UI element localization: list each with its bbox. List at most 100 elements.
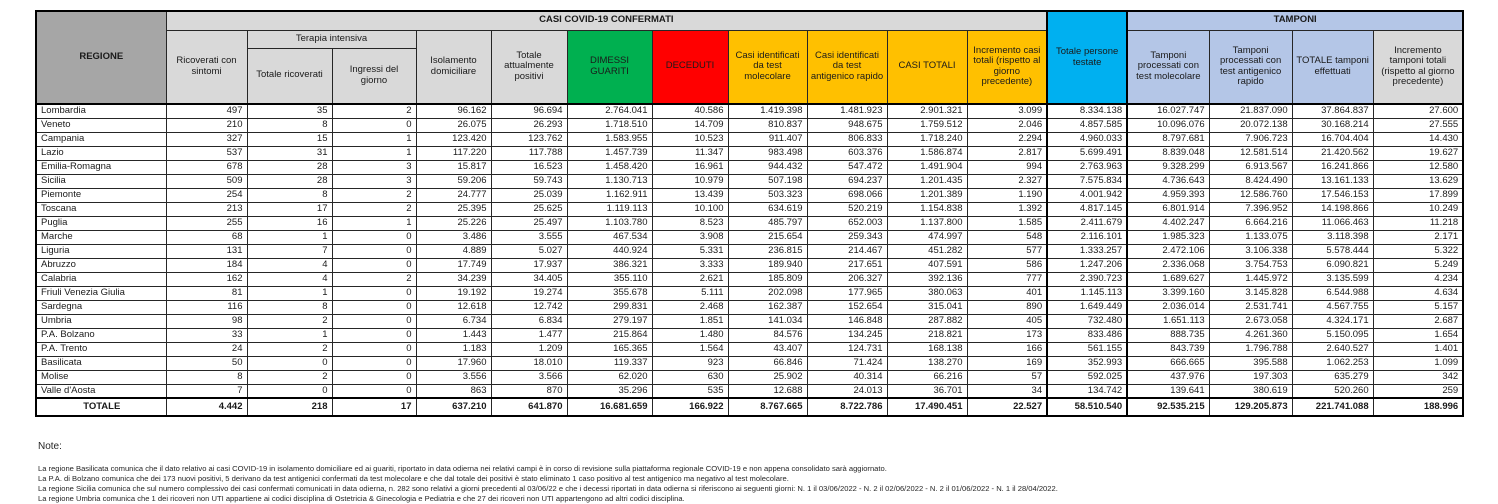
region-name: Lazio xyxy=(35,145,167,161)
total-value-cell: 221.741.088 xyxy=(1291,397,1374,418)
value-cell: 806.833 xyxy=(806,131,888,147)
value-cell: 117.220 xyxy=(415,145,492,161)
header-ingressi: Ingressi del giorno xyxy=(331,47,417,105)
value-cell: 2.294 xyxy=(966,131,1048,147)
value-cell: 2.640.527 xyxy=(1291,341,1374,357)
value-cell: 16.241.866 xyxy=(1291,159,1374,175)
region-name: P.A. Bolzano xyxy=(35,327,167,343)
region-name: Emilia-Romagna xyxy=(35,159,167,175)
table-row: Sicilia 509 28 3 59.206 59.743 1.130.713 10.979… xyxy=(35,173,1464,189)
value-cell: 1.491.904 xyxy=(886,159,968,175)
value-cell: 401 xyxy=(966,285,1048,301)
value-cell: 189.940 xyxy=(727,257,808,273)
header-totale-ricoverati: Totale ricoverati xyxy=(246,47,333,105)
value-cell: 888.735 xyxy=(1126,327,1210,343)
total-value-cell: 8.722.786 xyxy=(806,397,888,418)
value-cell: 1.649.449 xyxy=(1046,299,1129,315)
value-cell: 911.407 xyxy=(727,131,808,147)
value-cell: 994 xyxy=(966,159,1048,175)
value-cell: 8.839.048 xyxy=(1126,145,1210,161)
value-cell: 863 xyxy=(415,383,492,399)
header-tamponi-banner: TAMPONI xyxy=(1126,10,1464,31)
value-cell: 210 xyxy=(165,117,248,133)
value-cell: 43.407 xyxy=(727,341,808,357)
value-cell: 6.664.216 xyxy=(1208,215,1293,231)
value-cell: 13.439 xyxy=(651,187,729,203)
note-line: La regione Sicilia comunica che sul nume… xyxy=(38,484,1058,493)
value-cell: 1.145.113 xyxy=(1046,285,1129,301)
value-cell: 6.734 xyxy=(415,313,492,329)
header-ricoverati: Ricoverati con sintomi xyxy=(165,29,248,105)
value-cell: 1.099 xyxy=(1372,355,1464,371)
value-cell: 6.801.914 xyxy=(1126,201,1210,217)
value-cell: 10.100 xyxy=(651,201,729,217)
value-cell: 561.155 xyxy=(1046,341,1129,357)
table-header: REGIONE CASI COVID-19 CONFERMATI Totale … xyxy=(35,10,1464,105)
value-cell: 6.834 xyxy=(490,313,568,329)
value-cell: 870 xyxy=(490,383,568,399)
value-cell: 279.197 xyxy=(566,313,653,329)
value-cell: 5.157 xyxy=(1372,299,1464,315)
value-cell: 3.118.398 xyxy=(1291,229,1374,245)
value-cell: 17 xyxy=(246,201,333,217)
region-name: Piemonte xyxy=(35,187,167,203)
value-cell: 4 xyxy=(246,271,333,287)
value-cell: 386.321 xyxy=(566,257,653,273)
value-cell: 1 xyxy=(331,215,417,231)
value-cell: 166 xyxy=(966,341,1048,357)
value-cell: 1.585 xyxy=(966,215,1048,231)
value-cell: 474.997 xyxy=(886,229,968,245)
value-cell: 25.395 xyxy=(415,201,492,217)
value-cell: 4.889 xyxy=(415,243,492,259)
value-cell: 3.566 xyxy=(490,369,568,385)
value-cell: 520.260 xyxy=(1291,383,1374,399)
value-cell: 217.651 xyxy=(806,257,888,273)
value-cell: 1.718.240 xyxy=(886,131,968,147)
value-cell: 5.111 xyxy=(651,285,729,301)
value-cell: 327 xyxy=(165,131,248,147)
value-cell: 206.327 xyxy=(806,271,888,287)
value-cell: 16.523 xyxy=(490,159,568,175)
region-name: Sicilia xyxy=(35,173,167,189)
value-cell: 13.629 xyxy=(1372,173,1464,189)
value-cell: 4.959.393 xyxy=(1126,187,1210,203)
header-tamponi-molecolare: Tamponi processati con test molecolare xyxy=(1126,29,1210,105)
value-cell: 2.472.106 xyxy=(1126,243,1210,259)
value-cell: 577 xyxy=(966,243,1048,259)
notes-title: Note: xyxy=(38,441,62,452)
value-cell: 11.066.463 xyxy=(1291,215,1374,231)
region-name: Puglia xyxy=(35,215,167,231)
value-cell: 8 xyxy=(246,187,333,203)
table-row: Sardegna 116 8 0 12.618 12.742 299.831 2.468 162… xyxy=(35,299,1464,315)
value-cell: 197.303 xyxy=(1208,369,1293,385)
value-cell: 24 xyxy=(165,341,248,357)
value-cell: 168.138 xyxy=(886,341,968,357)
value-cell: 37.864.837 xyxy=(1291,103,1374,119)
value-cell: 1.247.206 xyxy=(1046,257,1129,273)
value-cell: 2.336.068 xyxy=(1126,257,1210,273)
value-cell: 287.882 xyxy=(886,313,968,329)
value-cell: 214.467 xyxy=(806,243,888,259)
value-cell: 0 xyxy=(331,229,417,245)
table-row: Umbria 98 2 0 6.734 6.834 279.197 1.851 141.034 1… xyxy=(35,313,1464,329)
value-cell: 698.066 xyxy=(806,187,888,203)
value-cell: 1.481.923 xyxy=(806,103,888,119)
value-cell: 694.237 xyxy=(806,173,888,189)
value-cell: 2 xyxy=(246,313,333,329)
value-cell: 81 xyxy=(165,285,248,301)
table-row: Emilia-Romagna 678 28 3 15.817 16.523 1.458.42… xyxy=(35,159,1464,175)
value-cell: 28 xyxy=(246,173,333,189)
total-value-cell: 166.922 xyxy=(651,397,729,418)
value-cell: 9.328.299 xyxy=(1126,159,1210,175)
value-cell: 5.578.444 xyxy=(1291,243,1374,259)
value-cell: 10.096.076 xyxy=(1126,117,1210,133)
value-cell: 437.976 xyxy=(1126,369,1210,385)
value-cell: 15.817 xyxy=(415,159,492,175)
table-row: Lombardia 497 35 2 96.162 96.694 2.764.041 40.5… xyxy=(35,103,1464,119)
value-cell: 16 xyxy=(246,215,333,231)
value-cell: 8.334.138 xyxy=(1046,103,1129,119)
header-casi-totali: CASI TOTALI xyxy=(886,29,968,105)
value-cell: 152.654 xyxy=(806,299,888,315)
value-cell: 4.402.247 xyxy=(1126,215,1210,231)
region-name: Sardegna xyxy=(35,299,167,315)
